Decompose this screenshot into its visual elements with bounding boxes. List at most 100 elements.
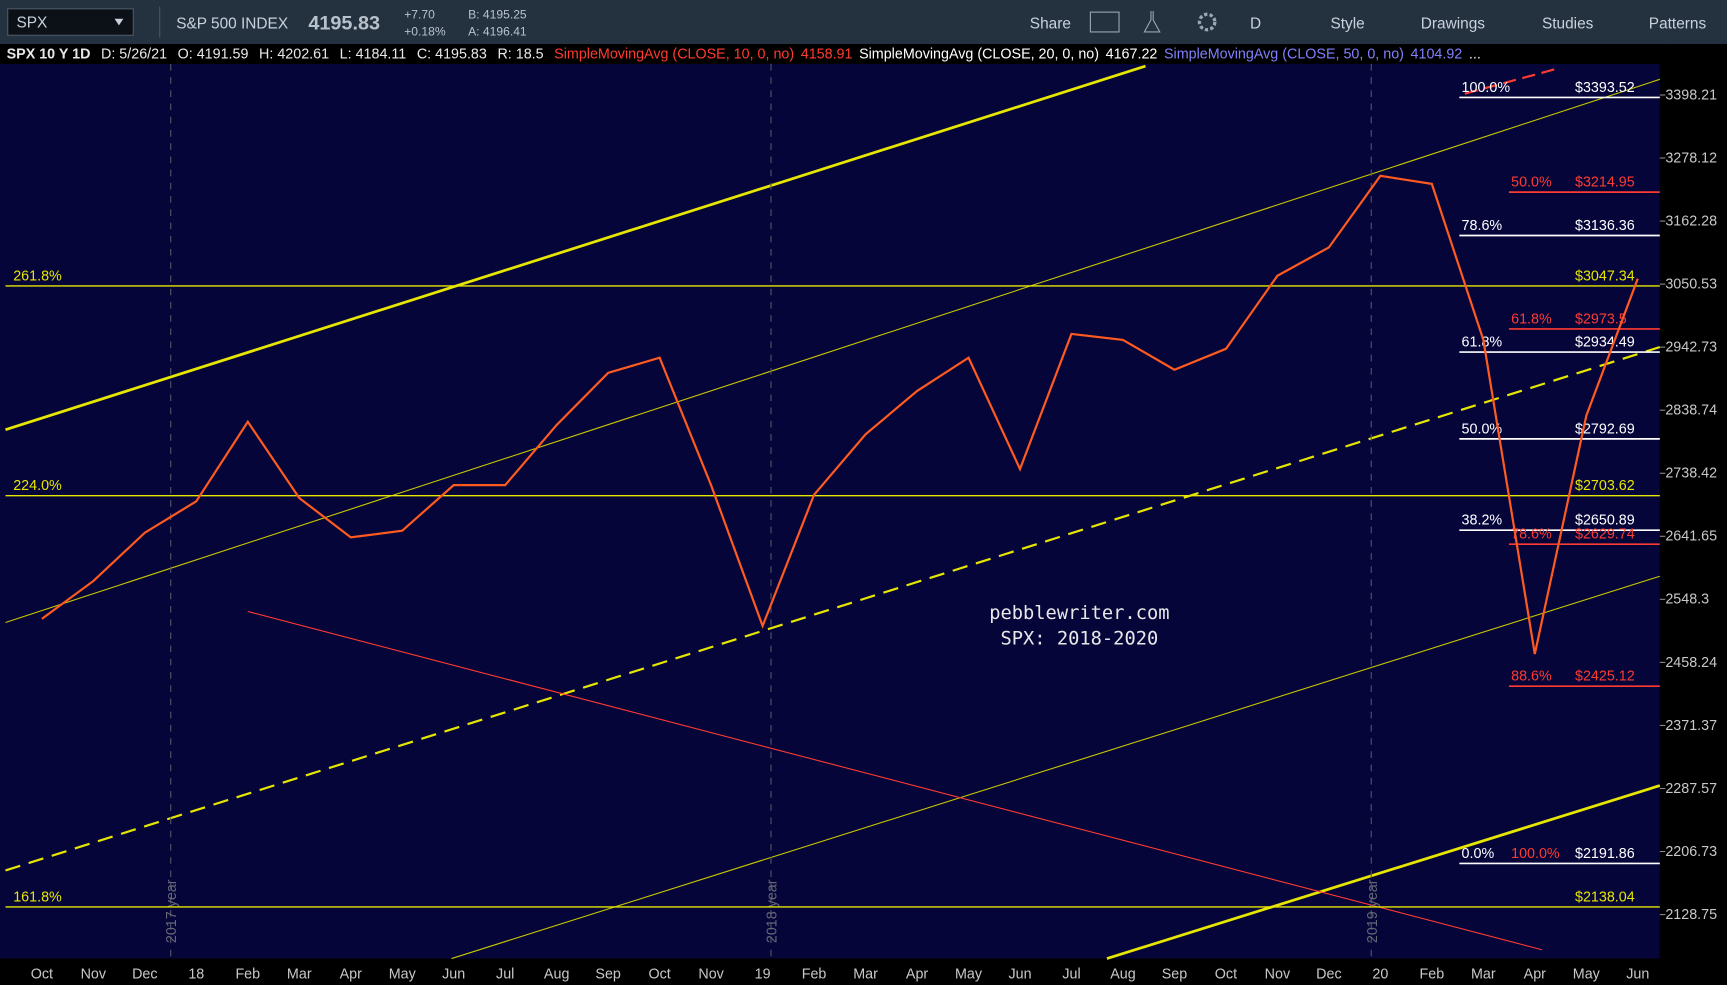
x-tick-label: Nov xyxy=(698,966,724,982)
x-tick-label: Aug xyxy=(544,966,570,982)
trend-line xyxy=(5,64,1146,432)
close: C: 4195.83 xyxy=(417,46,487,62)
y-tick-label: 2942.73 xyxy=(1665,340,1717,356)
pct-change: +0.18% xyxy=(404,24,446,38)
x-tick-label: May xyxy=(1573,966,1601,982)
y-tick-label: 3278.12 xyxy=(1665,150,1717,166)
instrument-name: S&P 500 INDEX xyxy=(176,16,288,33)
x-tick-label: Apr xyxy=(1524,966,1547,982)
y-tick-label: 2838.74 xyxy=(1665,403,1717,419)
x-tick-label: Mar xyxy=(853,966,878,982)
level-pct: 0.0% xyxy=(1462,846,1495,862)
level-price: $3393.52 xyxy=(1575,80,1635,96)
level-price: $2191.86 xyxy=(1575,846,1635,862)
studies: SimpleMovingAvg (CLOSE, 10, 0, no) 4158.9… xyxy=(554,46,1481,62)
level-price: $2792.69 xyxy=(1575,421,1635,437)
x-tick-label: 20 xyxy=(1372,966,1388,982)
study-name: SimpleMovingAvg (CLOSE, 50, 0, no) xyxy=(1164,46,1404,62)
level-pct: 78.6% xyxy=(1462,218,1503,234)
symbol[interactable]: SPX xyxy=(17,15,48,32)
y-tick-label: 2128.75 xyxy=(1665,907,1717,923)
watermark: SPX: 2018-2020 xyxy=(1000,629,1158,650)
x-tick-label: Mar xyxy=(1471,966,1496,982)
level-pct: 261.8% xyxy=(13,268,62,284)
high: H: 4202.61 xyxy=(259,46,329,62)
toolbar-button[interactable]: Drawings xyxy=(1421,16,1485,33)
level-pct: 100.0% xyxy=(1511,846,1560,862)
x-tick-label: May xyxy=(389,966,417,982)
last-price: 4195.83 xyxy=(308,13,380,35)
level-pct: 50.0% xyxy=(1462,421,1503,437)
range: R: 18.5 xyxy=(497,46,543,62)
level-pct: 50.0% xyxy=(1511,175,1552,191)
y-tick-label: 3398.21 xyxy=(1665,87,1717,103)
trend-line xyxy=(451,575,1660,960)
y-tick-label: 3162.28 xyxy=(1665,213,1717,229)
trend-line xyxy=(1464,67,1559,95)
level-price: $2425.12 xyxy=(1575,669,1635,685)
y-tick-label: 2458.24 xyxy=(1665,655,1717,671)
time-axis xyxy=(0,958,1660,985)
x-tick-label: Sep xyxy=(1162,966,1188,982)
chart-id: SPX 10 Y 1D xyxy=(7,46,91,62)
study-value: 4167.22 xyxy=(1106,46,1158,62)
x-tick-label: Apr xyxy=(340,966,363,982)
chart-area xyxy=(0,63,1660,959)
y-tick-label: 2738.42 xyxy=(1665,466,1717,482)
level-pct: 61.8% xyxy=(1511,311,1552,327)
toolbar-button[interactable]: D xyxy=(1250,16,1261,33)
x-tick-label: Jul xyxy=(496,966,514,982)
study-name: SimpleMovingAvg (CLOSE, 20, 0, no) xyxy=(859,46,1099,62)
x-tick-label: Mar xyxy=(287,966,312,982)
year-marker: 2018 year xyxy=(764,879,780,943)
x-tick-label: 18 xyxy=(188,966,204,982)
level-price: $3047.34 xyxy=(1575,268,1635,284)
trend-line xyxy=(1106,784,1661,960)
x-tick-label: Sep xyxy=(595,966,621,982)
level-price: $3214.95 xyxy=(1575,175,1635,191)
trend-line xyxy=(5,78,1660,624)
y-tick-label: 2287.57 xyxy=(1665,781,1717,797)
toolbar-button[interactable]: Share xyxy=(1030,16,1071,33)
year-marker: 2019 year xyxy=(1365,879,1381,943)
price-line xyxy=(41,174,1639,655)
level-pct: 61.8% xyxy=(1462,335,1503,351)
icon-button[interactable] xyxy=(1197,12,1217,32)
x-tick-label: Feb xyxy=(235,966,260,982)
level-pct: 88.6% xyxy=(1511,669,1552,685)
more: ... xyxy=(1469,46,1481,62)
level-price: $2629.74 xyxy=(1575,527,1635,543)
low: L: 4184.11 xyxy=(340,46,407,62)
open: O: 4191.59 xyxy=(178,46,249,62)
bid: B: 4195.25 xyxy=(468,8,527,22)
toolbar xyxy=(0,0,1727,45)
level-price: $2650.89 xyxy=(1575,513,1635,529)
toolbar-button[interactable]: Studies xyxy=(1542,16,1594,33)
toolbar-button[interactable]: Patterns xyxy=(1649,16,1707,33)
drawings xyxy=(5,63,1661,960)
study-name: SimpleMovingAvg (CLOSE, 10, 0, no) xyxy=(554,46,794,62)
level-price: $2138.04 xyxy=(1575,889,1635,905)
net-change: +7.70 xyxy=(404,8,435,22)
icon-button[interactable] xyxy=(1089,11,1120,33)
x-tick-label: Oct xyxy=(31,966,53,982)
level-price: $2934.49 xyxy=(1575,335,1635,351)
x-tick-label: Feb xyxy=(802,966,827,982)
x-tick-label: Apr xyxy=(906,966,929,982)
toolbar-button[interactable]: Style xyxy=(1330,16,1364,33)
symbol-box[interactable] xyxy=(7,8,134,36)
level-pct: 161.8% xyxy=(13,889,62,905)
watermark: pebblewriter.com xyxy=(989,603,1169,624)
x-tick-label: Feb xyxy=(1420,966,1445,982)
y-tick-label: 2641.65 xyxy=(1665,529,1717,545)
x-tick-label: Jun xyxy=(1008,966,1031,982)
x-tick-label: May xyxy=(955,966,983,982)
level-pct: 78.6% xyxy=(1511,527,1552,543)
x-tick-label: Aug xyxy=(1110,966,1136,982)
x-tick-label: 19 xyxy=(755,966,771,982)
x-tick-label: Nov xyxy=(1265,966,1291,982)
ask: A: 4196.41 xyxy=(468,24,527,38)
icon-button[interactable] xyxy=(1143,11,1161,33)
level-pct: 224.0% xyxy=(13,478,62,494)
